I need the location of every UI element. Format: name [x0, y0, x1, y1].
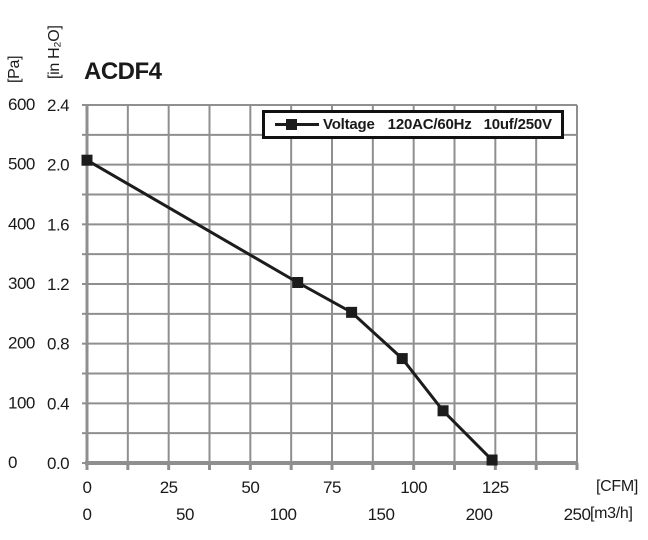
legend-series-label: Voltage	[323, 116, 375, 133]
y-tick-label-inh2o: 1.6	[47, 215, 69, 234]
y-tick-label-pa: 500	[8, 155, 35, 174]
legend-line-marker-icon	[275, 119, 319, 130]
x-axis-unit-m3h: [m3/h]	[590, 505, 633, 522]
y-tick-label-pa: 600	[8, 95, 35, 114]
series-marker	[437, 405, 449, 417]
series-marker	[81, 154, 93, 166]
y-tick-label-inh2o: 0.4	[47, 394, 69, 413]
series-line	[86, 158, 494, 462]
y-tick-label-inh2o: 2.0	[47, 156, 69, 175]
x-tick-label-m3h: 50	[176, 505, 194, 524]
series-marker	[486, 454, 498, 466]
y-tick-label-inh2o: 1.2	[47, 275, 69, 294]
y-tick-label-pa: 300	[8, 274, 35, 293]
y-tick-label-pa: 100	[8, 393, 35, 412]
y-tick-label-inh2o: 0.8	[47, 335, 69, 354]
y-tick-label-pa: 200	[8, 334, 35, 353]
x-tick-label-m3h: 150	[368, 505, 395, 524]
y-tick-label-pa: 0	[8, 453, 17, 472]
x-tick-label-cfm: 100	[400, 478, 427, 497]
y-tick-label-inh2o: 2.4	[47, 96, 69, 115]
series-marker	[396, 353, 408, 365]
series-marker	[292, 277, 304, 289]
x-tick-label-cfm: 0	[83, 478, 92, 497]
chart-title: ACDF4	[84, 58, 162, 85]
x-tick-label-m3h: 250	[564, 505, 591, 524]
x-tick-label-m3h: 200	[466, 505, 493, 524]
x-axis-unit-cfm: [CFM]	[596, 478, 639, 495]
x-tick-label-cfm: 50	[241, 478, 259, 497]
y-tick-label-inh2o: 0.0	[47, 454, 69, 473]
legend-voltage-value: 120AC/60Hz	[387, 116, 472, 133]
x-tick-label-m3h: 100	[270, 505, 297, 524]
x-tick-label-cfm: 125	[482, 478, 509, 497]
y-tick-label-pa: 400	[8, 214, 35, 233]
x-tick-label-m3h: 0	[83, 505, 92, 524]
series-marker	[346, 306, 358, 318]
x-tick-label-cfm: 75	[323, 478, 341, 497]
legend: Voltage 120AC/60Hz 10uf/250V	[262, 110, 564, 139]
x-tick-label-cfm: 25	[160, 478, 178, 497]
legend-capacitor-value: 10uf/250V	[483, 116, 552, 133]
